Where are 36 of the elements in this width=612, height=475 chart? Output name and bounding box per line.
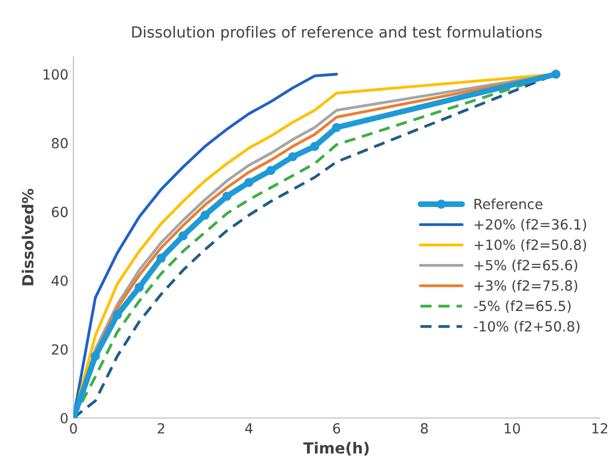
point [266,166,276,175]
point [112,310,122,320]
x-tick-label: 0 [70,423,77,434]
point [310,142,320,151]
x-tick-label: 12 [592,423,608,434]
legend-label: -10% (f2+50.8) [474,320,580,334]
point [244,178,254,188]
point [222,192,232,201]
chart-title: Dissolution profiles of reference and test formulations [132,26,542,41]
y-tick-label: 40 [52,275,68,286]
point [178,231,188,240]
legend-label: Reference [474,198,542,210]
x-tick-label: 6 [333,423,340,434]
y-tick-label: 60 [52,206,68,218]
x-tick-label: 4 [245,423,253,434]
legend-label: +5% (f2=65.6) [474,260,578,272]
y-tick-label: 100 [44,69,68,80]
point [90,352,100,361]
x-axis-title: Time(h) [303,442,369,456]
y-tick-label: 0 [60,412,68,424]
point [551,70,560,79]
y-tick-label: 80 [52,138,68,148]
x-tick-label: 8 [420,423,428,434]
point [134,282,144,292]
point [156,254,166,263]
legend-label: -5% (f2=65.5) [474,300,571,313]
point [332,122,342,132]
point [288,152,298,162]
x-tick-label: 10 [504,423,520,434]
legend-label: +20% (f2=36.1) [474,218,586,232]
point [200,210,210,220]
y-axis-title: Dissolved% [22,188,34,286]
legend-label: +3% (f2=75.8) [474,280,578,292]
y-tick-label: 20 [52,344,68,355]
legend-label: +10% (f2=50.8) [474,239,586,252]
x-tick-label: 2 [158,423,164,434]
